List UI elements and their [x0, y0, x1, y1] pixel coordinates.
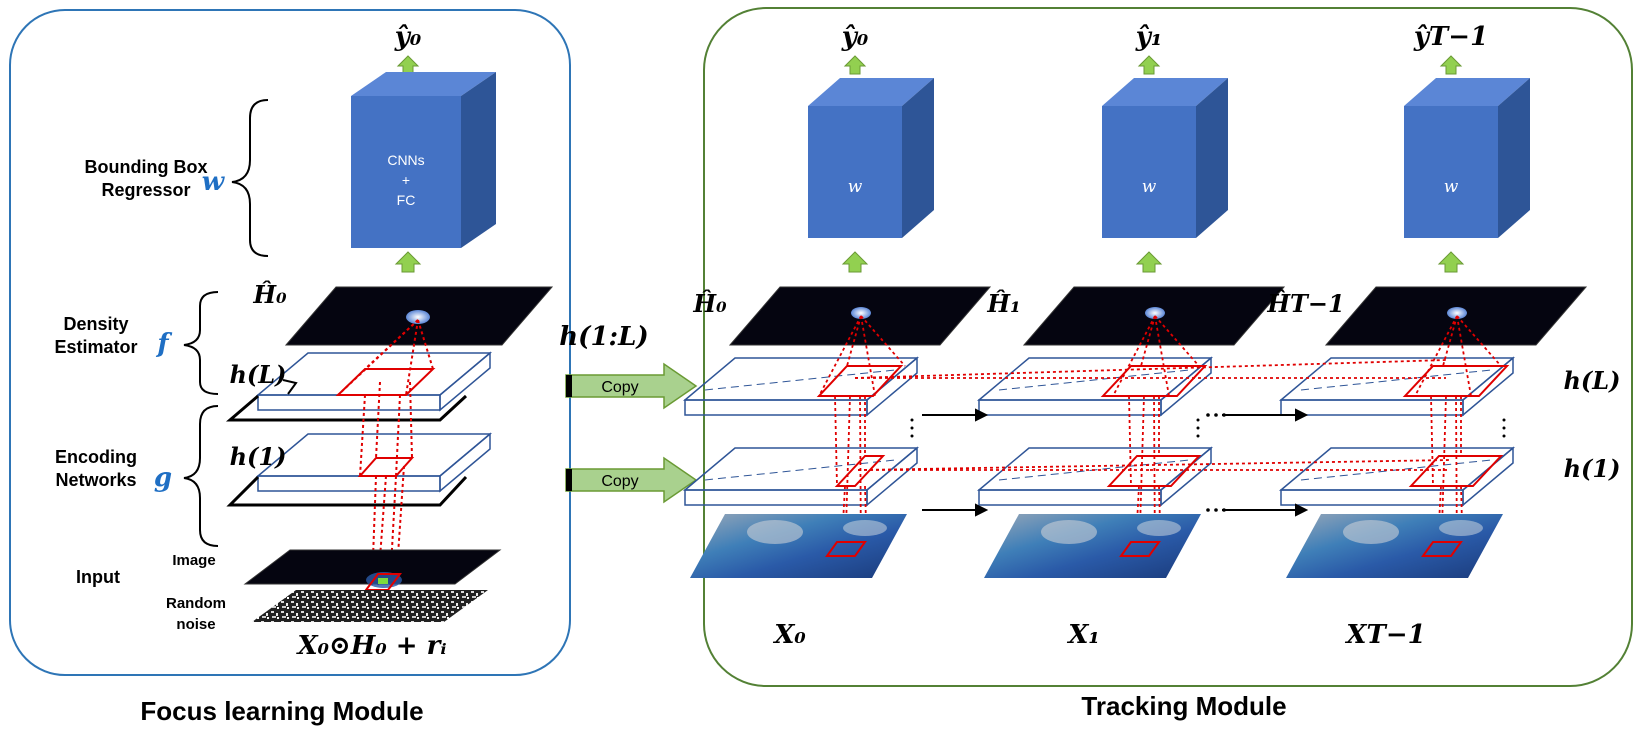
density-map-label: Ĥ₁	[986, 289, 1020, 318]
density-map-label: Ĥ₀	[692, 289, 727, 318]
encoding-label-line1: Encoding	[55, 447, 137, 467]
noise-label-line1: Random	[166, 595, 226, 612]
tracking-module-frame	[703, 7, 1633, 687]
input-frame-image	[984, 514, 1201, 578]
regressor-symbol: w	[202, 167, 226, 197]
tracking-module-title: Tracking Module	[1081, 691, 1286, 721]
projection-lines-focus	[337, 319, 434, 586]
up-arrow-icon	[1439, 55, 1463, 75]
layer-h1-focus	[255, 432, 493, 493]
copy-bottom-label: Copy	[601, 473, 638, 490]
up-arrow-icon	[396, 55, 420, 75]
regressor-label-line1: Bounding Box	[85, 157, 208, 177]
copy-arrow-bottom: Copy	[565, 456, 698, 504]
transfer-label: h(1:L)	[559, 322, 648, 352]
input-frame-label: X₀	[772, 620, 806, 650]
layer-h1	[976, 446, 1214, 507]
cross-time-lines	[854, 359, 1451, 471]
density-map-label: ĤT−1	[1266, 289, 1344, 318]
output-label: ŷ₀	[841, 22, 869, 52]
focus-module-frame	[9, 9, 571, 676]
cube-symbol: w	[1444, 177, 1459, 197]
density-symbol: f	[155, 329, 172, 359]
focus-learning-module: ŷ₀ CNNs + FC Bounding Box Regressor w Ĥ₀…	[9, 9, 571, 726]
input-image-plane	[243, 549, 502, 591]
encoding-brace	[183, 405, 219, 547]
tracking-layer-h1-label: h(1)	[1564, 454, 1621, 483]
up-arrow-icon	[843, 55, 867, 75]
encoding-label-line2: Networks	[55, 470, 136, 490]
cube-w: w	[808, 78, 934, 238]
cnn-fc-cube: CNNs + FC	[351, 72, 496, 248]
up-arrow-icon	[1135, 251, 1163, 273]
density-map-label: Ĥ₀	[252, 280, 287, 309]
arrow-icon	[282, 379, 298, 395]
input-frame-label: XT−1	[1344, 620, 1425, 650]
random-noise-plane	[252, 590, 488, 622]
input-formula: X₀⊙H₀ + rᵢ	[295, 631, 446, 661]
encoding-symbol: g	[154, 463, 172, 493]
regressor-label-line2: Regressor	[101, 180, 190, 200]
layer-hL	[1278, 356, 1516, 417]
layer-h1-label-focus: h(1)	[230, 442, 287, 471]
cube-symbol: w	[848, 177, 863, 197]
focus-module-title: Focus learning Module	[140, 696, 423, 726]
input-frame-image	[690, 514, 907, 578]
layer-h1	[682, 446, 920, 507]
up-arrow-icon	[841, 251, 869, 273]
up-arrow-icon	[1437, 251, 1465, 273]
density-map	[284, 286, 554, 346]
image-label: Image	[172, 552, 215, 569]
output-label: ŷT−1	[1413, 22, 1488, 52]
transfer-section: h(1:L) Copy Copy	[559, 322, 698, 504]
recurrent-loop-bottom	[226, 475, 468, 507]
noise-label-line2: noise	[176, 616, 215, 633]
input-label: Input	[76, 567, 120, 587]
cube-label-line2: +	[402, 172, 410, 188]
cube-w: w	[1102, 78, 1228, 238]
copy-top-label: Copy	[601, 379, 638, 396]
focus-output-label: ŷ₀	[394, 22, 422, 52]
ellipsis-dots	[910, 413, 1506, 512]
time-arrows	[922, 408, 1309, 517]
time-step-1: ŷ₁ w Ĥ₁ X₁	[976, 22, 1286, 650]
input-frame-image	[1286, 514, 1503, 578]
recurrent-loop-top	[225, 394, 468, 422]
layer-hL-label-focus: h(L)	[229, 360, 286, 389]
input-frame-label: X₁	[1066, 620, 1100, 650]
cube-symbol: w	[1142, 177, 1157, 197]
output-label: ŷ₁	[1135, 22, 1163, 52]
layer-h1	[1278, 446, 1516, 507]
density-brace	[183, 291, 219, 395]
layer-hL	[682, 356, 920, 417]
tracking-layer-hL-label: h(L)	[1563, 366, 1620, 395]
time-step-2: ŷT−1 w ĤT−1 XT−1	[1266, 22, 1588, 650]
density-label-line1: Density	[63, 314, 128, 334]
copy-arrow-top: Copy	[565, 362, 698, 410]
up-arrow-icon	[1137, 55, 1161, 75]
cube-label-line1: CNNs	[387, 152, 424, 168]
density-label-line2: Estimator	[54, 337, 137, 357]
layer-hL	[976, 356, 1214, 417]
up-arrow-icon	[394, 251, 422, 273]
cube-w: w	[1404, 78, 1530, 238]
regressor-brace	[231, 99, 269, 257]
cube-label-line3: FC	[397, 192, 416, 208]
time-step-0: ŷ₀ w Ĥ₀ X₀	[682, 22, 992, 650]
